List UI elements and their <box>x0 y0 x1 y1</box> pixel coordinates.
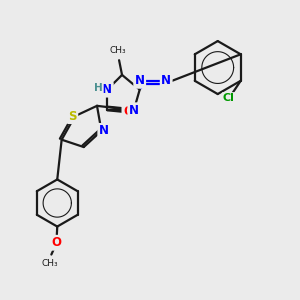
Text: O: O <box>123 105 133 118</box>
Text: N: N <box>102 83 112 96</box>
Text: N: N <box>129 104 139 117</box>
Text: N: N <box>135 74 145 87</box>
Text: O: O <box>52 236 62 249</box>
Text: Cl: Cl <box>223 94 235 103</box>
Text: H: H <box>94 82 103 93</box>
Text: CH₃: CH₃ <box>109 46 126 55</box>
Text: S: S <box>68 110 77 123</box>
Text: N: N <box>99 124 109 137</box>
Text: N: N <box>161 74 171 87</box>
Text: CH₃: CH₃ <box>42 259 58 268</box>
